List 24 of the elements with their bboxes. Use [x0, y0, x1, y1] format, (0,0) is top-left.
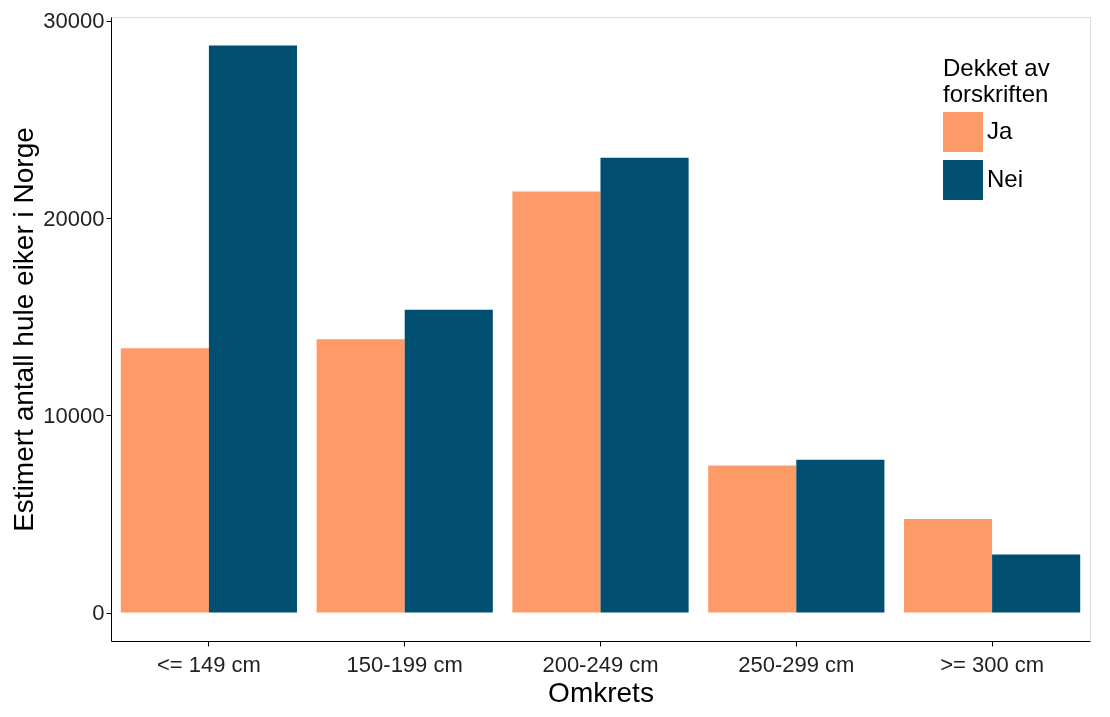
- y-tick-label: 0: [92, 600, 105, 626]
- bar: [708, 465, 797, 613]
- x-tick-label: 250-299 cm: [738, 651, 855, 677]
- x-tick-label: 200-249 cm: [542, 651, 659, 677]
- x-tick-label: 150-199 cm: [346, 651, 463, 677]
- bar: [796, 459, 885, 613]
- y-tick-label: 10000: [43, 402, 105, 428]
- legend-label: Nei: [987, 165, 1024, 192]
- y-axis-title: Estimert antall hule eiker i Norge: [8, 127, 40, 532]
- bar: [316, 339, 405, 613]
- bar: [992, 554, 1081, 613]
- bar: [600, 157, 689, 613]
- bar: [404, 309, 493, 613]
- bar: [208, 45, 298, 613]
- bar: [903, 518, 993, 613]
- bar: [512, 191, 601, 613]
- legend-title: Dekket av forskriften: [943, 54, 1050, 107]
- y-tick-label: 30000: [43, 8, 105, 34]
- x-tick-label: <= 149 cm: [156, 651, 261, 677]
- bar: [120, 348, 209, 613]
- x-axis-title: Omkrets: [548, 676, 654, 708]
- x-tick-label: >= 300 cm: [940, 651, 1045, 677]
- legend-label: Ja: [987, 117, 1013, 144]
- y-tick-label: 20000: [43, 205, 105, 231]
